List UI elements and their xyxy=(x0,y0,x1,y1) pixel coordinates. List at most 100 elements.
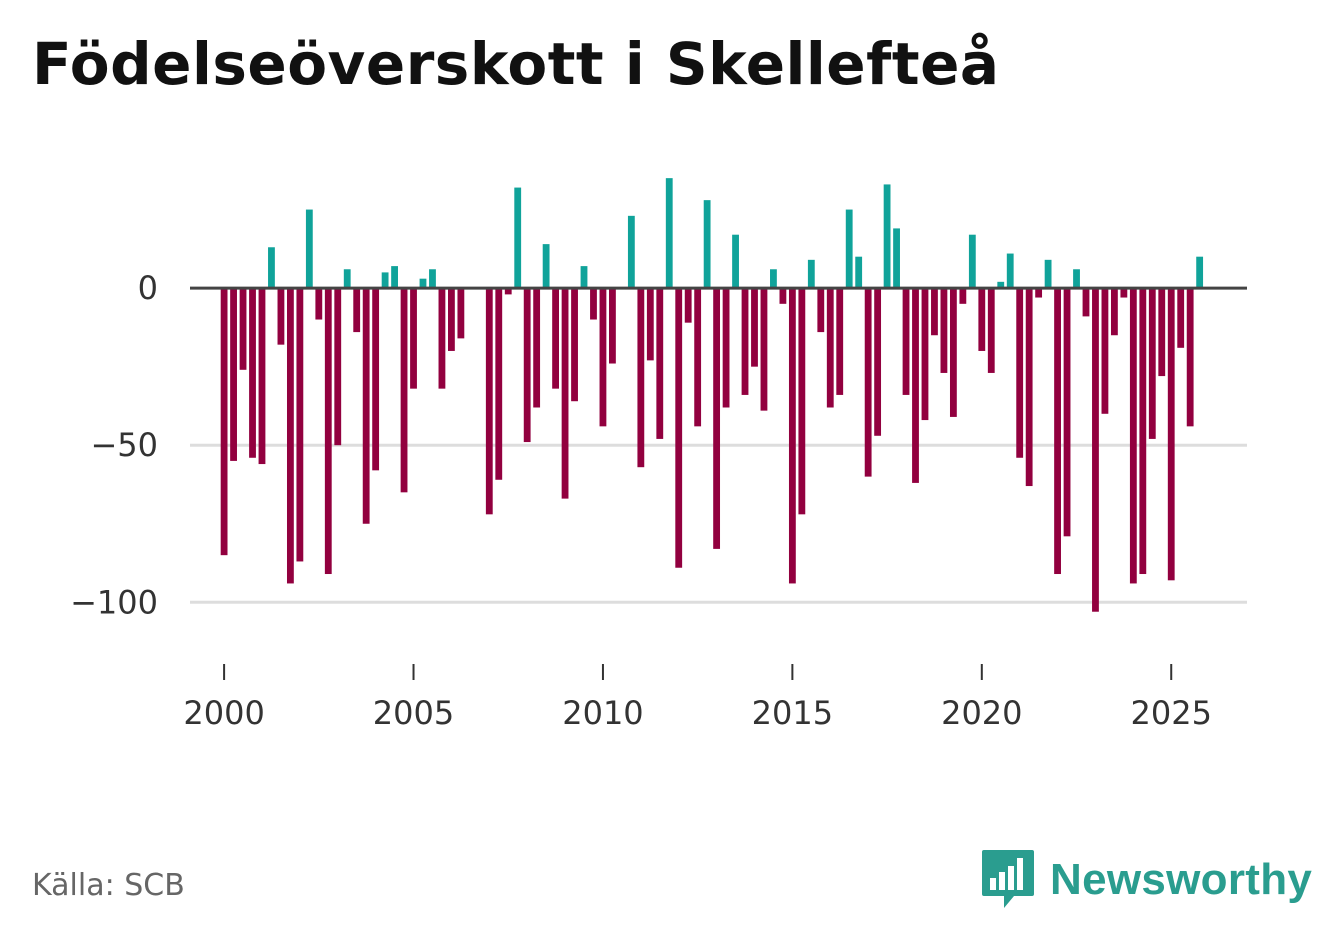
bar xyxy=(1148,288,1156,439)
bar xyxy=(826,288,834,408)
x-tick-label: 2020 xyxy=(941,694,1022,732)
bar xyxy=(268,247,275,289)
bar xyxy=(1073,269,1080,289)
x-tick-label: 2000 xyxy=(183,694,264,732)
bar xyxy=(788,288,796,584)
bar xyxy=(1120,288,1128,298)
bar xyxy=(845,209,853,289)
bar xyxy=(523,288,531,443)
x-tick-label: 2025 xyxy=(1131,694,1212,732)
bar xyxy=(1054,288,1061,575)
bar xyxy=(637,288,645,468)
bar xyxy=(324,288,332,575)
bar xyxy=(864,288,872,477)
source-label: Källa: SCB xyxy=(32,868,185,903)
bar xyxy=(1177,288,1185,348)
x-tick-label: 2010 xyxy=(562,694,643,732)
bar xyxy=(1139,288,1147,575)
bar xyxy=(836,288,844,395)
bar xyxy=(249,288,256,458)
y-tick-label: −100 xyxy=(70,583,158,621)
bar xyxy=(1167,288,1175,581)
bar xyxy=(230,288,237,461)
bar xyxy=(751,288,758,367)
bar xyxy=(760,288,768,411)
bar xyxy=(277,288,285,345)
bar xyxy=(400,288,408,493)
bar xyxy=(722,288,730,408)
newsworthy-logo-icon xyxy=(982,850,1034,908)
bars xyxy=(220,178,1204,612)
bar xyxy=(665,178,673,289)
bar xyxy=(1016,288,1024,458)
bar xyxy=(296,288,304,562)
bar xyxy=(1158,288,1166,377)
bar xyxy=(694,288,702,427)
bar xyxy=(609,288,616,364)
bar xyxy=(315,288,323,320)
bar xyxy=(855,256,863,289)
bar xyxy=(1025,288,1033,487)
bar xyxy=(1196,256,1204,289)
bar xyxy=(741,288,749,395)
bar xyxy=(656,288,664,439)
bar xyxy=(258,288,266,465)
bar xyxy=(286,288,294,584)
bar xyxy=(987,288,995,373)
bar xyxy=(732,234,739,289)
bar xyxy=(997,281,1005,289)
bar xyxy=(504,288,512,295)
bar xyxy=(912,288,919,483)
bar xyxy=(779,288,787,304)
bar xyxy=(334,288,342,446)
bar xyxy=(514,187,522,289)
bar xyxy=(599,288,607,427)
bar xyxy=(343,269,351,289)
bar xyxy=(239,288,247,370)
bar xyxy=(381,272,389,289)
bar xyxy=(1035,288,1043,298)
bar xyxy=(1110,288,1118,336)
bar xyxy=(646,288,654,361)
bar xyxy=(949,288,957,417)
bar xyxy=(1044,259,1052,289)
y-tick-label: −50 xyxy=(90,426,158,464)
bar xyxy=(438,288,446,389)
bar xyxy=(675,288,683,568)
bar xyxy=(419,278,427,289)
bar xyxy=(978,288,986,351)
bar xyxy=(353,288,361,333)
brand-logo[interactable]: Newsworthy xyxy=(980,848,1312,912)
chart-title: Födelseöverskott i Skellefteå xyxy=(32,30,1000,98)
bar xyxy=(883,184,891,289)
brand-name: Newsworthy xyxy=(1050,855,1313,904)
bar xyxy=(552,288,559,389)
bar xyxy=(703,200,711,289)
bar xyxy=(533,288,541,408)
bar xyxy=(410,288,417,389)
bar xyxy=(713,288,721,549)
bar xyxy=(893,228,900,289)
bar xyxy=(959,288,967,304)
bar xyxy=(495,288,503,480)
bar xyxy=(220,288,228,556)
bar xyxy=(1063,288,1071,537)
bar xyxy=(968,234,976,289)
bar xyxy=(874,288,882,436)
axes: 0 −50 −100 2000 2005 2010 2015 2020 2025 xyxy=(70,269,1212,732)
bar xyxy=(429,269,436,289)
bar xyxy=(684,288,692,323)
bar xyxy=(457,288,465,339)
y-tick-label: 0 xyxy=(138,269,158,307)
bar xyxy=(391,266,398,289)
bar xyxy=(1101,288,1109,414)
bar xyxy=(921,288,929,421)
bar xyxy=(580,266,588,289)
bar xyxy=(931,288,938,336)
bar xyxy=(571,288,578,402)
x-tick-label: 2015 xyxy=(752,694,833,732)
bar xyxy=(770,269,777,289)
bar xyxy=(1082,288,1090,317)
bar xyxy=(902,288,910,395)
